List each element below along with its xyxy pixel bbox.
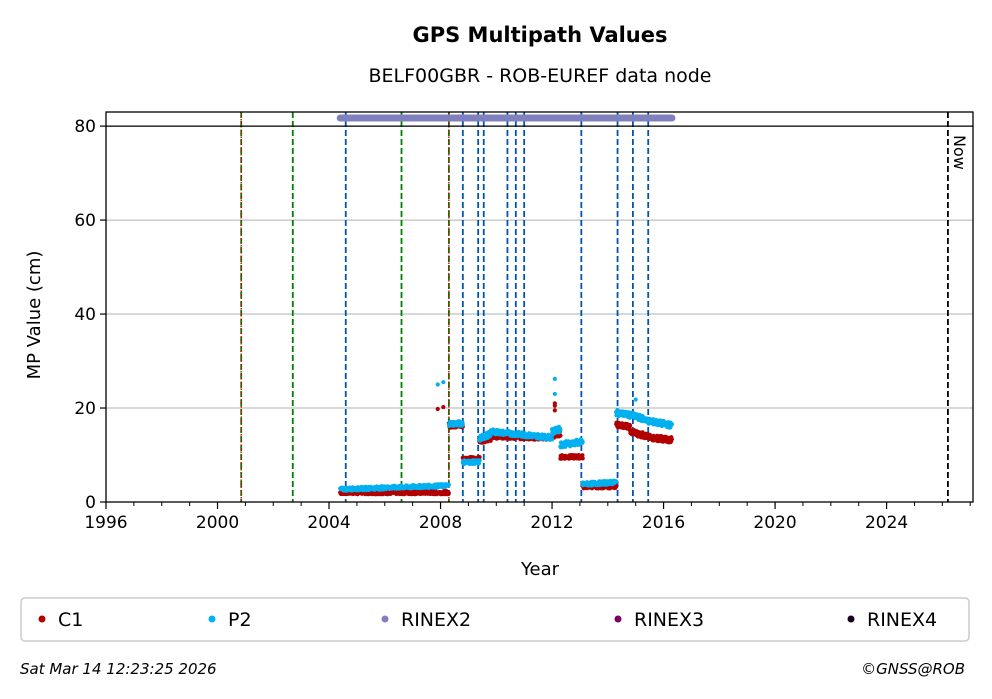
- data-point-outlier: [435, 406, 440, 412]
- x-tick-label: 2024: [865, 513, 908, 533]
- x-tick-label: 2012: [530, 513, 573, 533]
- legend: C1 P2 RINEX2 RINEX3 RINEX4: [20, 597, 970, 642]
- x-tick-label: 2020: [753, 513, 796, 533]
- data-point-outlier: [441, 404, 446, 410]
- legend-label-p2: P2: [228, 609, 252, 631]
- data-point: [669, 437, 675, 442]
- data-point: [549, 437, 555, 442]
- data-point: [580, 456, 585, 461]
- legend-box: [20, 597, 970, 642]
- data-point-outlier: [552, 401, 557, 406]
- axes: 0 20 40 60 80 1996 2000 2004 2008 2012 2016 2020 202…: [74, 111, 974, 533]
- footer-copyright: ©GNSS@ROB: [861, 660, 965, 678]
- data-points: [338, 376, 675, 497]
- data-point-outlier: [552, 376, 557, 381]
- x-tick-label: 2000: [196, 513, 239, 533]
- legend-marker-rinex4: [847, 615, 855, 623]
- footer-timestamp: Sat Mar 14 12:23:25 2026: [20, 660, 217, 678]
- x-tick-label: 1996: [84, 513, 127, 533]
- plot-frame: [105, 111, 974, 503]
- data-point: [558, 427, 563, 432]
- data-point: [669, 422, 675, 427]
- data-point: [614, 484, 619, 489]
- y-tick-label: 60: [74, 211, 96, 231]
- x-axis-label: Year: [520, 559, 560, 580]
- data-point: [446, 491, 451, 496]
- y-tick-label: 20: [74, 399, 96, 419]
- x-tick-label: 2008: [419, 513, 462, 533]
- now-label: Now: [950, 135, 969, 170]
- data-point-outlier: [441, 380, 446, 385]
- data-point: [580, 453, 585, 458]
- grid-lines: [106, 125, 973, 409]
- y-axis-label: MP Value (cm): [24, 251, 45, 380]
- y-tick-label: 40: [74, 305, 96, 325]
- legend-label-c1: C1: [58, 609, 83, 631]
- data-point-outlier: [552, 408, 557, 413]
- y-tick-label: 0: [85, 493, 96, 513]
- data-point: [477, 455, 482, 460]
- event-lines: [240, 112, 949, 502]
- data-point: [477, 458, 482, 463]
- x-tick-label: 2016: [642, 513, 685, 533]
- data-point: [460, 422, 465, 427]
- legend-marker-rinex3: [614, 615, 622, 623]
- series-p2: [338, 376, 675, 493]
- y-tick-label: 80: [74, 117, 96, 137]
- chart-subtitle: BELF00GBR - ROB-EUREF data node: [368, 65, 711, 87]
- legend-marker-p2: [208, 615, 216, 623]
- chart-title: GPS Multipath Values: [412, 23, 667, 47]
- x-tick-label: 2004: [307, 513, 350, 533]
- legend-marker-rinex2: [381, 615, 389, 623]
- data-point-outlier: [633, 397, 638, 402]
- legend-label-rinex2: RINEX2: [401, 609, 471, 631]
- data-point: [628, 423, 633, 428]
- legend-marker-c1: [38, 615, 46, 623]
- data-point: [558, 433, 563, 438]
- data-point-outlier: [435, 382, 440, 387]
- data-point-outlier: [552, 391, 557, 397]
- legend-label-rinex3: RINEX3: [634, 609, 704, 631]
- legend-label-rinex4: RINEX4: [867, 609, 937, 631]
- data-point: [446, 482, 451, 487]
- data-point: [614, 479, 619, 484]
- data-point: [580, 439, 585, 444]
